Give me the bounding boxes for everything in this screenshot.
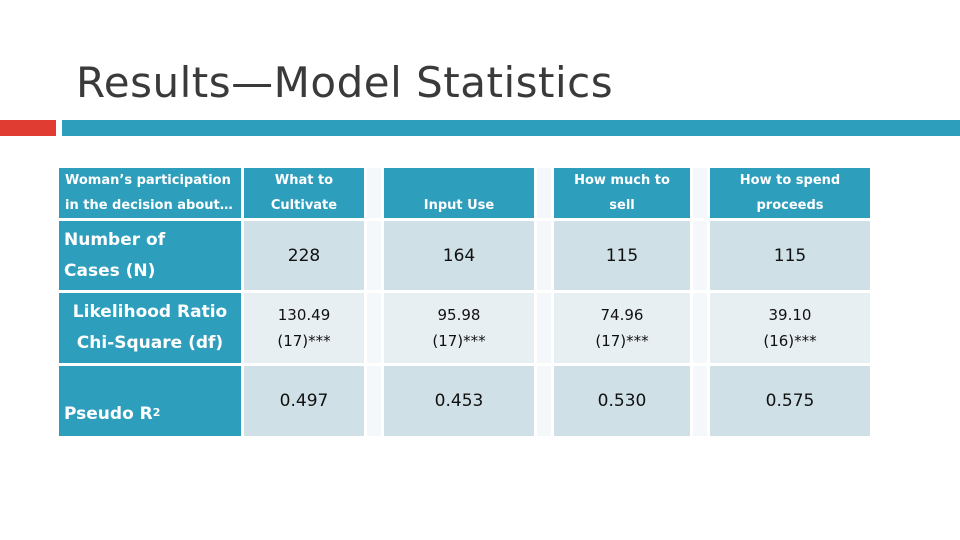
- lr-value: 74.96: [600, 306, 644, 324]
- lr-value: 130.49: [277, 306, 331, 324]
- lr-value: 39.10: [768, 306, 812, 324]
- slide-title: Results—Model Statistics: [76, 58, 614, 107]
- cell-cases-input-use: 164: [384, 221, 534, 290]
- row-label-likelihood-ratio: Likelihood Ratio Chi-Square (df): [59, 293, 241, 363]
- header-how-much-to-sell: How much to sell: [554, 168, 690, 218]
- column-gap: [367, 221, 381, 290]
- lr-df: (17)***: [595, 332, 649, 350]
- column-gap: [537, 366, 551, 436]
- cell-r2-what-to-cultivate: 0.497: [244, 366, 364, 436]
- cell-r2-input-use: 0.453: [384, 366, 534, 436]
- cell-cases-how-much-to-sell: 115: [554, 221, 690, 290]
- table-header-row: Woman’s participation in the decision ab…: [59, 168, 870, 218]
- header-row-label-line2: in the decision about…: [65, 198, 233, 213]
- column-gap: [537, 293, 551, 363]
- table-row-likelihood-ratio: Likelihood Ratio Chi-Square (df) 130.49 …: [59, 293, 870, 363]
- cell-r2-how-much-to-sell: 0.530: [554, 366, 690, 436]
- header-col3-line1: How much to: [574, 173, 670, 188]
- header-col1-line1: What to: [274, 173, 334, 188]
- cell-cases-how-to-spend: 115: [710, 221, 870, 290]
- column-gap: [367, 366, 381, 436]
- cell-cases-what-to-cultivate: 228: [244, 221, 364, 290]
- column-gap: [693, 221, 707, 290]
- header-col1-line2: Cultivate: [270, 198, 338, 213]
- row-label-line2: Cases (N): [64, 260, 156, 281]
- row-label-line2: Chi-Square (df): [76, 333, 224, 353]
- cell-lr-how-much-to-sell: 74.96 (17)***: [554, 293, 690, 363]
- column-gap: [367, 293, 381, 363]
- column-gap: [693, 366, 707, 436]
- header-row-label: Woman’s participation in the decision ab…: [59, 168, 241, 218]
- lr-df: (17)***: [432, 332, 486, 350]
- accent-bar-red: [0, 120, 56, 136]
- header-row-label-line1: Woman’s participation: [65, 173, 231, 188]
- header-col4-line2: proceeds: [756, 198, 824, 213]
- row-label-number-of-cases: Number of Cases (N): [59, 221, 241, 290]
- table-row-number-of-cases: Number of Cases (N) 228 164 115 115: [59, 221, 870, 290]
- lr-value: 95.98: [437, 306, 481, 324]
- cell-lr-input-use: 95.98 (17)***: [384, 293, 534, 363]
- row-label-line1: Likelihood Ratio: [72, 302, 228, 322]
- column-gap: [537, 221, 551, 290]
- column-gap: [537, 168, 551, 218]
- header-col2-line2: Input Use: [423, 198, 495, 213]
- cell-lr-how-to-spend: 39.10 (16)***: [710, 293, 870, 363]
- row-label-line1: Number of: [64, 229, 166, 250]
- header-col3-line2: sell: [609, 198, 635, 213]
- cell-lr-what-to-cultivate: 130.49 (17)***: [244, 293, 364, 363]
- pseudo-r-superscript: 2: [152, 406, 161, 419]
- header-what-to-cultivate: What to Cultivate: [244, 168, 364, 218]
- column-gap: [693, 293, 707, 363]
- accent-bar-teal: [62, 120, 960, 136]
- table-row-pseudo-r2: Pseudo R2 0.497 0.453 0.530 0.575: [59, 366, 870, 436]
- model-statistics-table: Woman’s participation in the decision ab…: [56, 165, 873, 439]
- column-gap: [367, 168, 381, 218]
- header-input-use: Input Use: [384, 168, 534, 218]
- pseudo-r-label: Pseudo R: [64, 404, 153, 424]
- cell-r2-how-to-spend: 0.575: [710, 366, 870, 436]
- column-gap: [693, 168, 707, 218]
- row-label-pseudo-r2: Pseudo R2: [59, 366, 241, 436]
- lr-df: (16)***: [763, 332, 817, 350]
- header-col4-line1: How to spend: [739, 173, 841, 188]
- lr-df: (17)***: [277, 332, 331, 350]
- header-how-to-spend-proceeds: How to spend proceeds: [710, 168, 870, 218]
